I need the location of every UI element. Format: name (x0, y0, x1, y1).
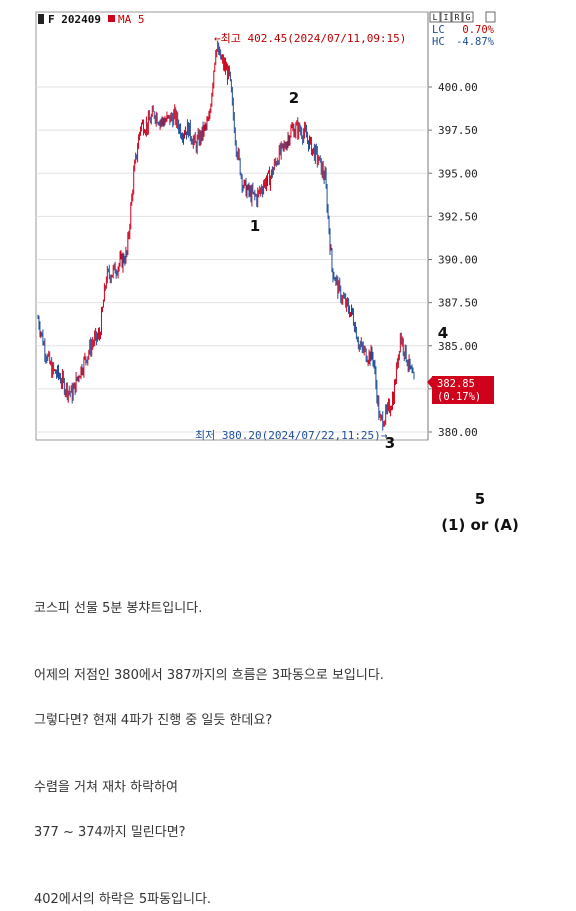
button-l[interactable]: L (433, 13, 438, 22)
last-price-marker (427, 377, 432, 388)
post-line-3: 그렇다면? 현재 4파가 진행 중 일듯 한데요? (34, 713, 273, 728)
wave-label-2: 2 (289, 89, 299, 107)
y-tick-label: 397.50 (438, 124, 478, 137)
wave-label-5-alt: (1) or (A) (441, 516, 519, 534)
wave-label-5: 5 (474, 490, 486, 508)
wave-label-3: 3 (385, 434, 395, 450)
y-tick-label: 395.00 (438, 167, 478, 180)
y-tick-label: 387.50 (438, 297, 478, 310)
lc-value: 0.70% (462, 24, 494, 36)
plot-area (35, 11, 429, 441)
low-annotation: 최저 380.20(2024/07/22,11:25)→ (195, 429, 388, 442)
post-line-1: 코스피 선물 5분 봉챠트입니다. (34, 601, 203, 616)
y-tick-label: 392.50 (438, 210, 478, 223)
chart-mode-buttons[interactable]: L I R G (429, 11, 496, 23)
settings-icon[interactable] (485, 11, 496, 23)
last-price-tag (432, 376, 494, 404)
y-tick-label: 390.00 (438, 254, 478, 267)
futures-candlestick-chart: 400.00 397.50 395.00 392.50 390.00 387.50 385.… (35, 11, 496, 450)
wave-label-4: 4 (438, 324, 448, 342)
lc-label: LC (432, 24, 445, 36)
ma-legend-swatch (108, 15, 115, 22)
wave-label-1: 1 (250, 217, 260, 235)
price-candles (37, 40, 415, 431)
last-price-change: (0.17%) (437, 391, 481, 403)
last-price-value: 382.85 (437, 378, 475, 390)
y-tick-label: 380.00 (438, 426, 478, 439)
high-annotation: ←최고 402.45(2024/07/11,09:15) (214, 32, 406, 45)
button-r[interactable]: R (455, 13, 460, 22)
post-line-5: 377 ~ 374까지 밀린다면? (34, 825, 186, 840)
y-tick-label: 400.00 (438, 81, 478, 94)
post-line-2: 어제의 저점인 380에서 387까지의 흐름은 3파동으로 보입니다. (34, 668, 384, 683)
ma-legend-label: MA 5 (118, 13, 145, 26)
y-tick-label: 385.00 (438, 340, 478, 353)
hc-value: -4.87% (456, 36, 495, 48)
symbol-label: F 202409 (48, 13, 101, 26)
grid (36, 86, 428, 433)
post-line-4: 수렴을 거쳐 재차 하락하여 (34, 780, 178, 795)
post-line-6: 402에서의 하락은 5파동입니다. (34, 892, 212, 907)
hc-label: HC (432, 36, 445, 48)
button-g[interactable]: G (466, 13, 471, 22)
button-i[interactable]: I (444, 13, 449, 22)
